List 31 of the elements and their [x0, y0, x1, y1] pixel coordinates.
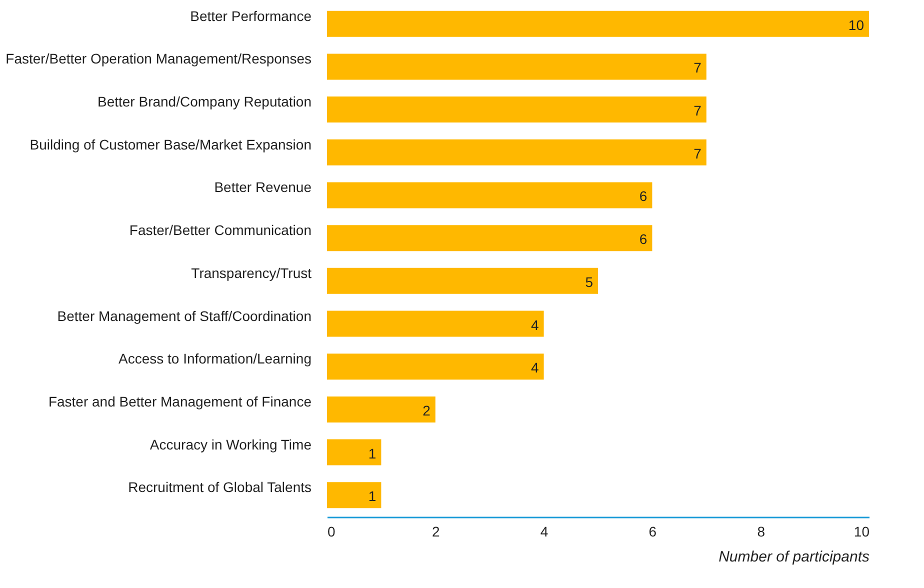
- y-tick-label: Faster and Better Management of Finance: [48, 393, 312, 410]
- y-tick-label: Better Management of Staff/Coordination: [57, 308, 312, 324]
- y-tick-label: Building of Customer Base/Market Expansion: [30, 136, 312, 152]
- x-tick-label: 4: [540, 524, 548, 540]
- data-label: 4: [531, 360, 540, 376]
- data-label: 7: [694, 145, 702, 162]
- data-label: 7: [694, 60, 702, 76]
- data-label: 2: [422, 402, 431, 418]
- data-label: 7: [694, 102, 702, 119]
- y-tick-label: Recruitment of Global Talents: [128, 479, 312, 496]
- x-tick-label: 10: [854, 524, 870, 540]
- data-label: 6: [639, 231, 648, 248]
- x-tick-label: 6: [648, 524, 657, 540]
- data-label: 6: [639, 188, 648, 204]
- y-tick-label: Better Brand/Company Reputation: [97, 94, 312, 110]
- y-tick-label: Access to Information/Learning: [118, 350, 312, 367]
- data-label: 1: [368, 488, 376, 504]
- y-tick-label: Better Performance: [190, 8, 312, 24]
- data-label: 1: [368, 445, 376, 462]
- y-tick-label: Faster/Better Communication: [129, 222, 312, 238]
- y-tick-label: Better Revenue: [214, 179, 312, 196]
- data-label: 10: [848, 16, 864, 33]
- x-tick-label: 8: [757, 524, 766, 540]
- data-label: 5: [585, 274, 594, 290]
- x-tick-label: 2: [432, 524, 440, 540]
- y-tick-label: Faster/Better Operation Management/Responses: [6, 50, 312, 67]
- y-tick-label: Transparency/Trust: [191, 264, 312, 281]
- y-tick-label: Accuracy in Working Time: [150, 436, 312, 452]
- x-tick-label: 0: [328, 524, 336, 540]
- data-label: 4: [531, 316, 540, 333]
- x-axis-title: Number of participants: [718, 548, 870, 566]
